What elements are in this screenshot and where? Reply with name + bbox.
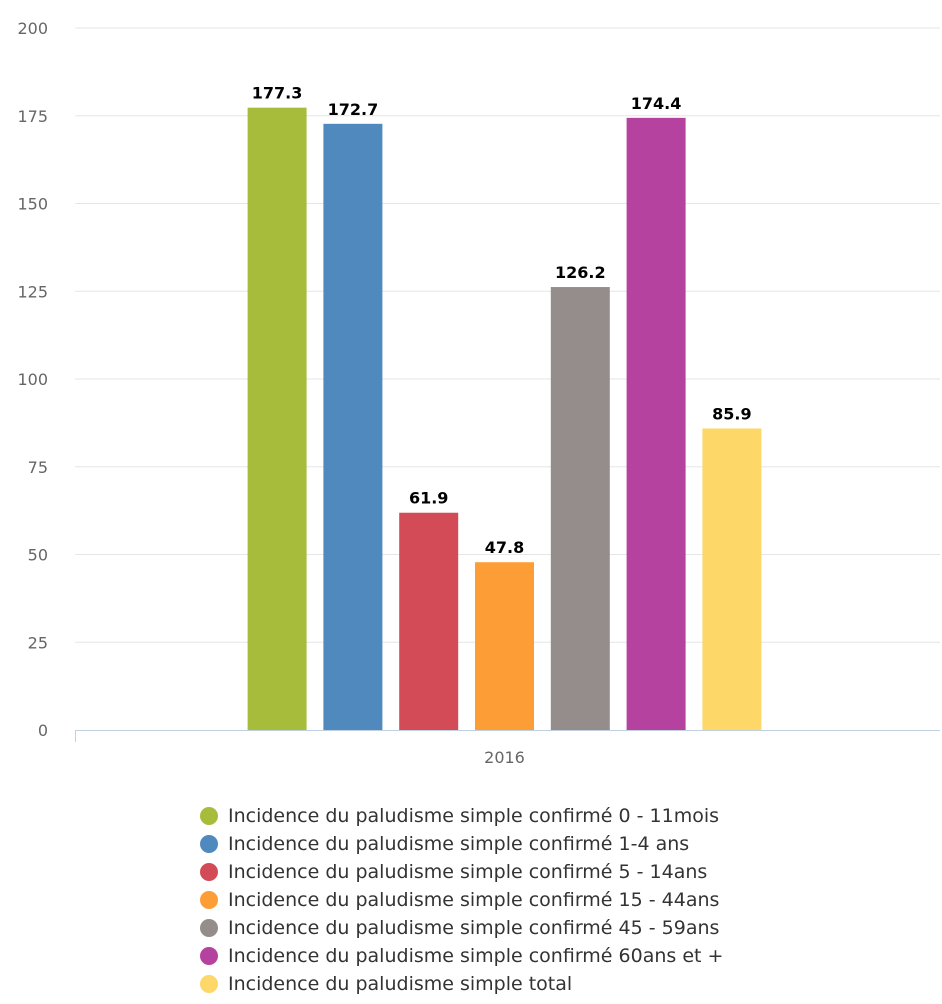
legend-label: Incidence du paludisme simple confirmé 5…	[228, 861, 708, 883]
legend-label: Incidence du paludisme simple confirmé 4…	[228, 917, 720, 939]
data-label: 126.2	[555, 263, 606, 282]
legend-label: Incidence du paludisme simple confirmé 0…	[228, 805, 720, 827]
legend-item[interactable]: Incidence du paludisme simple total	[200, 970, 920, 998]
y-tick-label: 75	[28, 458, 48, 477]
bar	[399, 512, 459, 730]
y-tick-label: 100	[17, 370, 48, 389]
legend-marker-icon	[200, 807, 218, 825]
y-tick-label: 50	[28, 546, 48, 565]
x-tick-label: 2016	[484, 748, 525, 767]
data-label: 172.7	[328, 100, 379, 119]
legend-label: Incidence du paludisme simple confirmé 1…	[228, 889, 720, 911]
legend-marker-icon	[200, 947, 218, 965]
legend-label: Incidence du paludisme simple confirmé 1…	[228, 833, 690, 855]
legend-marker-icon	[200, 919, 218, 937]
bar	[702, 428, 762, 730]
chart-legend: Incidence du paludisme simple confirmé 0…	[200, 802, 920, 998]
y-tick-label: 125	[17, 282, 48, 301]
data-label: 47.8	[485, 538, 524, 557]
legend-item[interactable]: Incidence du paludisme simple confirmé 5…	[200, 858, 920, 886]
data-label: 177.3	[252, 84, 303, 103]
legend-item[interactable]: Incidence du paludisme simple confirmé 4…	[200, 914, 920, 942]
bar	[626, 117, 686, 730]
bar	[550, 287, 610, 730]
y-tick-label: 0	[38, 721, 48, 740]
legend-item[interactable]: Incidence du paludisme simple confirmé 0…	[200, 802, 920, 830]
legend-marker-icon	[200, 975, 218, 993]
bar	[247, 107, 307, 730]
bar	[323, 123, 383, 730]
legend-label: Incidence du paludisme simple confirmé 6…	[228, 945, 724, 967]
bar	[475, 562, 534, 730]
legend-item[interactable]: Incidence du paludisme simple confirmé 1…	[200, 886, 920, 914]
legend-marker-icon	[200, 863, 218, 881]
legend-item[interactable]: Incidence du paludisme simple confirmé 1…	[200, 830, 920, 858]
data-label: 85.9	[712, 404, 751, 423]
data-label: 174.4	[631, 94, 682, 113]
y-tick-label: 175	[17, 107, 48, 126]
legend-label: Incidence du paludisme simple total	[228, 973, 573, 995]
data-label: 61.9	[409, 489, 448, 508]
legend-marker-icon	[200, 835, 218, 853]
legend-marker-icon	[200, 891, 218, 909]
chart-canvas: 0 25 50 75 100 125 150 175 200 177.3 172.7 61.9 47.8…	[17, 19, 940, 767]
y-tick-label: 25	[28, 633, 48, 652]
y-tick-label: 200	[17, 19, 48, 38]
bar-chart: 0 25 50 75 100 125 150 175 200 177.3 172.7 61.9 47.8…	[17, 19, 940, 767]
y-tick-label: 150	[17, 195, 48, 214]
legend-item[interactable]: Incidence du paludisme simple confirmé 6…	[200, 942, 920, 970]
